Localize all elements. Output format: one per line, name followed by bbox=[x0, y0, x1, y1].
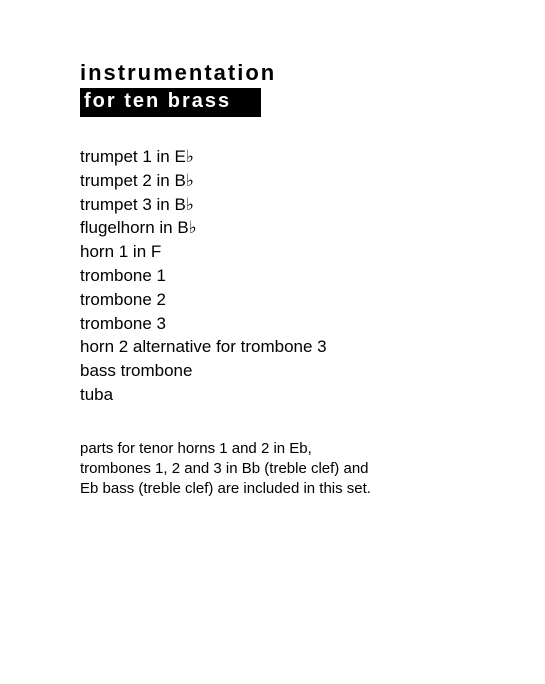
list-item: flugelhorn in B♭ bbox=[80, 216, 545, 240]
note-line: Eb bass (treble clef) are included in th… bbox=[80, 480, 371, 497]
list-item: trombone 2 bbox=[80, 288, 545, 312]
additional-note: parts for tenor horns 1 and 2 in Eb, tro… bbox=[80, 439, 460, 500]
list-item: tuba bbox=[80, 383, 545, 407]
list-item: trumpet 2 in B♭ bbox=[80, 169, 545, 193]
list-item: horn 2 alternative for trombone 3 bbox=[80, 335, 545, 359]
list-item: bass trombone bbox=[80, 359, 545, 383]
page-subheading: for ten brass bbox=[80, 88, 261, 117]
list-item: horn 1 in F bbox=[80, 240, 545, 264]
note-line: parts for tenor horns 1 and 2 in Eb, bbox=[80, 440, 312, 457]
page-heading: instrumentation bbox=[80, 60, 545, 86]
instrument-list: trumpet 1 in E♭ trumpet 2 in B♭ trumpet … bbox=[80, 145, 545, 407]
list-item: trumpet 3 in B♭ bbox=[80, 193, 545, 217]
list-item: trumpet 1 in E♭ bbox=[80, 145, 545, 169]
list-item: trombone 3 bbox=[80, 312, 545, 336]
list-item: trombone 1 bbox=[80, 264, 545, 288]
note-line: trombones 1, 2 and 3 in Bb (treble clef)… bbox=[80, 460, 369, 477]
